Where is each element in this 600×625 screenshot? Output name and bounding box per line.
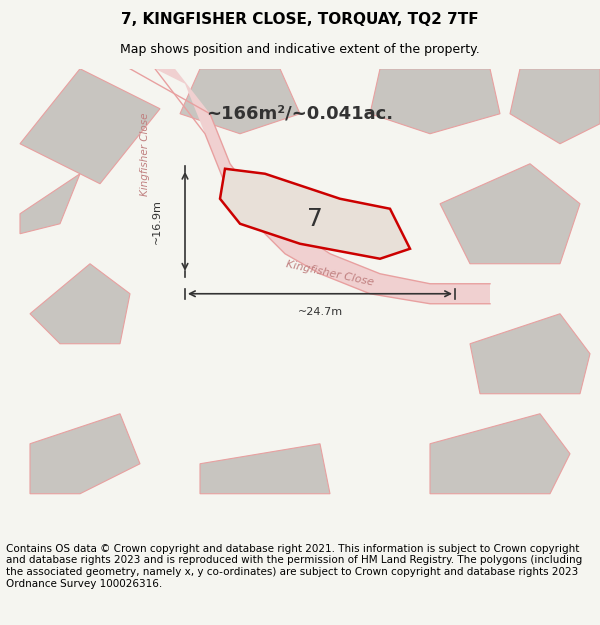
Polygon shape — [470, 314, 590, 394]
Polygon shape — [30, 414, 140, 494]
Polygon shape — [510, 69, 600, 144]
Polygon shape — [200, 444, 330, 494]
Text: 7: 7 — [307, 207, 323, 231]
Polygon shape — [370, 69, 500, 134]
Text: Contains OS data © Crown copyright and database right 2021. This information is : Contains OS data © Crown copyright and d… — [6, 544, 582, 589]
Polygon shape — [430, 414, 570, 494]
Text: ~166m²/~0.041ac.: ~166m²/~0.041ac. — [206, 105, 394, 122]
Polygon shape — [30, 264, 130, 344]
Text: 7, KINGFISHER CLOSE, TORQUAY, TQ2 7TF: 7, KINGFISHER CLOSE, TORQUAY, TQ2 7TF — [121, 12, 479, 27]
Text: ~16.9m: ~16.9m — [152, 199, 162, 244]
Text: Map shows position and indicative extent of the property.: Map shows position and indicative extent… — [120, 43, 480, 56]
Text: Kingfisher Close: Kingfisher Close — [140, 112, 150, 196]
Polygon shape — [180, 69, 300, 134]
Text: ~24.7m: ~24.7m — [298, 307, 343, 317]
Polygon shape — [130, 69, 490, 304]
Polygon shape — [20, 174, 80, 234]
Polygon shape — [20, 69, 160, 184]
Polygon shape — [440, 164, 580, 264]
Polygon shape — [220, 169, 410, 259]
Text: Kingfisher Close: Kingfisher Close — [285, 259, 375, 288]
